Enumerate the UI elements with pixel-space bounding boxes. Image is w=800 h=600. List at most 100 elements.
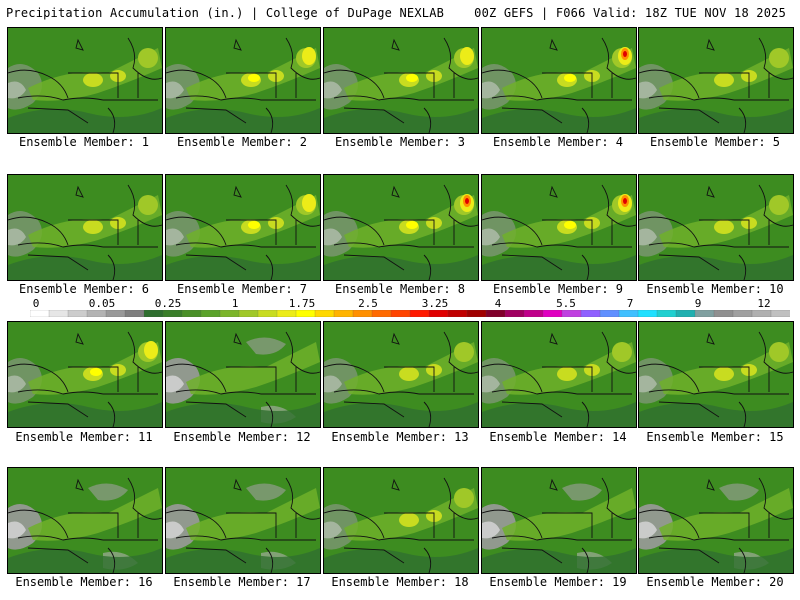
ensemble-member-label: Ensemble Member: 12 (173, 430, 311, 444)
scale-color-bin (637, 310, 658, 317)
scale-color-bin (181, 310, 202, 317)
scale-color-bin (257, 310, 278, 317)
precip-map (8, 28, 162, 133)
scale-color-bin (751, 310, 772, 317)
scale-tick-label: 12 (757, 297, 771, 310)
scale-color-bin (86, 310, 107, 317)
scale-tick-label: 0.25 (154, 297, 182, 310)
ensemble-member-label: Ensemble Member: 6 (18, 282, 150, 296)
ensemble-map-18 (323, 467, 479, 574)
precip-map (639, 28, 793, 133)
ensemble-member-label: Ensemble Member: 17 (173, 575, 311, 589)
scale-color-bin (48, 310, 69, 317)
precip-map (639, 175, 793, 280)
precip-color-scale: 0 0.05 0.25 1 1.75 2.5 3.25 4 5.5 7 9 12 (30, 297, 790, 319)
scale-color-bin (371, 310, 392, 317)
precip-map (324, 28, 478, 133)
scale-tick-label: 4 (494, 297, 502, 310)
scale-color-bin (390, 310, 411, 317)
precip-map (639, 468, 793, 573)
scale-color-bin (30, 310, 50, 317)
ensemble-map-7 (165, 174, 321, 281)
scale-color-bin (200, 310, 221, 317)
scale-color-bin (105, 310, 126, 317)
scale-color-bin (314, 310, 335, 317)
precip-map (166, 322, 320, 427)
header-title: Precipitation Accumulation (in.) | Colle… (6, 6, 445, 20)
scale-tick-label: 1.75 (288, 297, 316, 310)
ensemble-member-label: Ensemble Member: 5 (649, 135, 781, 149)
ensemble-member-label: Ensemble Member: 14 (489, 430, 627, 444)
scale-color-bar (30, 310, 790, 317)
ensemble-map-11 (7, 321, 163, 428)
ensemble-map-16 (7, 467, 163, 574)
scale-color-bin (732, 310, 753, 317)
ensemble-member-label: Ensemble Member: 15 (646, 430, 784, 444)
scale-tick-label: 0.05 (88, 297, 116, 310)
ensemble-member-label: Ensemble Member: 11 (15, 430, 153, 444)
ensemble-member-label: Ensemble Member: 3 (334, 135, 466, 149)
scale-color-bin (523, 310, 544, 317)
precip-map (482, 322, 636, 427)
precip-map (482, 468, 636, 573)
precip-map (8, 322, 162, 427)
precip-map (482, 28, 636, 133)
scale-color-bin (67, 310, 88, 317)
ensemble-map-14 (481, 321, 637, 428)
scale-color-bin (561, 310, 582, 317)
scale-color-bin (143, 310, 164, 317)
ensemble-member-label: Ensemble Member: 9 (492, 282, 624, 296)
scale-color-bin (770, 310, 790, 317)
ensemble-map-9 (481, 174, 637, 281)
ensemble-map-1 (7, 27, 163, 134)
scale-color-bin (219, 310, 240, 317)
ensemble-member-label: Ensemble Member: 10 (646, 282, 784, 296)
precip-map (482, 175, 636, 280)
scale-color-bin (352, 310, 373, 317)
ensemble-map-19 (481, 467, 637, 574)
precip-map (324, 175, 478, 280)
ensemble-map-10 (638, 174, 794, 281)
scale-color-bin (504, 310, 525, 317)
ensemble-map-20 (638, 467, 794, 574)
scale-color-bin (162, 310, 183, 317)
precip-map (166, 175, 320, 280)
scale-tick-label: 3.25 (421, 297, 449, 310)
ensemble-map-17 (165, 467, 321, 574)
scale-color-bin (428, 310, 449, 317)
ensemble-member-label: Ensemble Member: 20 (646, 575, 784, 589)
ensemble-map-3 (323, 27, 479, 134)
scale-color-bin (656, 310, 677, 317)
ensemble-map-4 (481, 27, 637, 134)
ensemble-member-label: Ensemble Member: 7 (176, 282, 308, 296)
scale-tick-label: 1 (231, 297, 239, 310)
ensemble-map-6 (7, 174, 163, 281)
ensemble-member-label: Ensemble Member: 13 (331, 430, 469, 444)
scale-color-bin (713, 310, 734, 317)
precip-map (166, 468, 320, 573)
precip-map (639, 322, 793, 427)
ensemble-member-label: Ensemble Member: 1 (18, 135, 150, 149)
scale-color-bin (694, 310, 715, 317)
ensemble-map-12 (165, 321, 321, 428)
ensemble-member-label: Ensemble Member: 16 (15, 575, 153, 589)
scale-color-bin (599, 310, 620, 317)
scale-tick-label: 2.5 (358, 297, 378, 310)
ensemble-member-label: Ensemble Member: 18 (331, 575, 469, 589)
ensemble-map-5 (638, 27, 794, 134)
precip-map (324, 468, 478, 573)
precip-map (324, 322, 478, 427)
ensemble-member-label: Ensemble Member: 19 (489, 575, 627, 589)
scale-color-bin (466, 310, 487, 317)
precip-map (166, 28, 320, 133)
precip-map (8, 468, 162, 573)
scale-color-bin (542, 310, 563, 317)
scale-color-bin (124, 310, 145, 317)
scale-tick-label: 0 (32, 297, 40, 310)
scale-tick-label: 9 (694, 297, 702, 310)
ensemble-map-15 (638, 321, 794, 428)
scale-color-bin (485, 310, 506, 317)
ensemble-member-label: Ensemble Member: 4 (492, 135, 624, 149)
scale-color-bin (295, 310, 316, 317)
scale-color-bin (409, 310, 430, 317)
